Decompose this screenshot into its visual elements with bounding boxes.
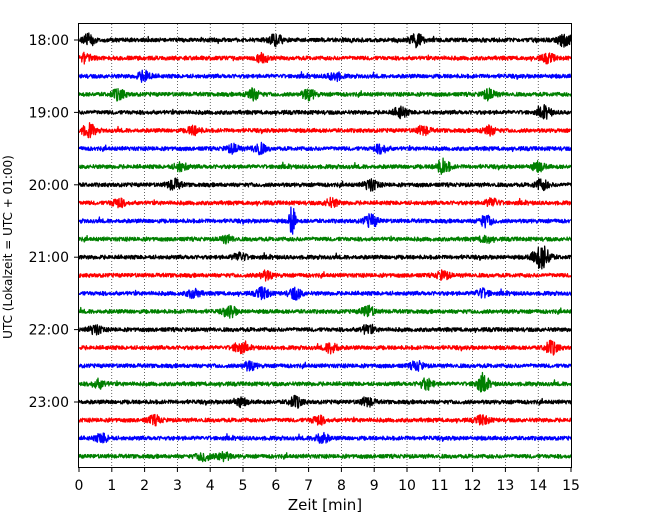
x-tick-label-4: 4 bbox=[206, 478, 215, 494]
x-tick-label-5: 5 bbox=[239, 478, 248, 494]
y-axis-title: UTC (Lokalzeit = UTC + 01:00) bbox=[1, 155, 15, 339]
y-tick-label-18:00: 18:00 bbox=[29, 33, 69, 49]
trace-2100 bbox=[78, 245, 572, 270]
x-tick-label-7: 7 bbox=[304, 478, 313, 494]
trace-1915 bbox=[78, 122, 572, 139]
trace-2345 bbox=[78, 451, 572, 463]
trace-2245 bbox=[78, 371, 572, 393]
trace-2330 bbox=[78, 431, 572, 444]
x-tick-label-8: 8 bbox=[337, 478, 346, 494]
y-axis: 18:00 19:00 20:00 21:00 22:00 23:00 bbox=[29, 33, 79, 411]
trace-1900 bbox=[78, 104, 572, 120]
trace-2130 bbox=[78, 286, 572, 301]
trace-2045 bbox=[78, 233, 572, 245]
y-tick-label-19:00: 19:00 bbox=[29, 105, 69, 121]
x-tick-label-10: 10 bbox=[398, 478, 416, 494]
y-tick-label-20:00: 20:00 bbox=[29, 178, 69, 194]
x-tick-label-15: 15 bbox=[562, 478, 580, 494]
minute-grid bbox=[111, 24, 539, 467]
x-axis-title: Zeit [min] bbox=[288, 496, 362, 514]
trace-2230 bbox=[78, 360, 572, 372]
trace-1815 bbox=[78, 51, 572, 65]
trace-2015 bbox=[78, 196, 572, 209]
trace-1830 bbox=[78, 69, 572, 83]
x-tick-label-0: 0 bbox=[75, 478, 84, 494]
trace-2115 bbox=[78, 269, 572, 282]
x-tick-label-14: 14 bbox=[529, 478, 547, 494]
trace-1845 bbox=[78, 87, 572, 102]
trace-1930 bbox=[78, 141, 572, 156]
trace-2300 bbox=[78, 394, 572, 409]
x-tick-label-3: 3 bbox=[173, 478, 182, 494]
x-axis: 0 1 2 3 4 5 6 7 8 9 10 11 12 13 14 15 bbox=[75, 467, 580, 494]
y-tick-label-22:00: 22:00 bbox=[29, 323, 69, 339]
x-tick-label-6: 6 bbox=[271, 478, 280, 494]
x-tick-label-12: 12 bbox=[464, 478, 482, 494]
y-tick-label-21:00: 21:00 bbox=[29, 250, 69, 266]
trace-1800 bbox=[78, 32, 572, 49]
x-tick-label-2: 2 bbox=[140, 478, 149, 494]
seismogram-traces bbox=[78, 32, 572, 463]
x-tick-label-9: 9 bbox=[370, 478, 379, 494]
trace-2000 bbox=[78, 177, 572, 192]
trace-2315 bbox=[78, 413, 572, 427]
x-tick-label-13: 13 bbox=[496, 478, 514, 494]
trace-2030 bbox=[78, 206, 572, 235]
trace-2200 bbox=[78, 323, 572, 336]
x-tick-label-11: 11 bbox=[431, 478, 449, 494]
x-tick-label-1: 1 bbox=[107, 478, 116, 494]
trace-1945 bbox=[78, 157, 572, 175]
plot-frame bbox=[78, 23, 572, 468]
trace-2215 bbox=[78, 339, 572, 356]
trace-2145 bbox=[78, 304, 572, 319]
y-tick-label-23:00: 23:00 bbox=[29, 395, 69, 411]
